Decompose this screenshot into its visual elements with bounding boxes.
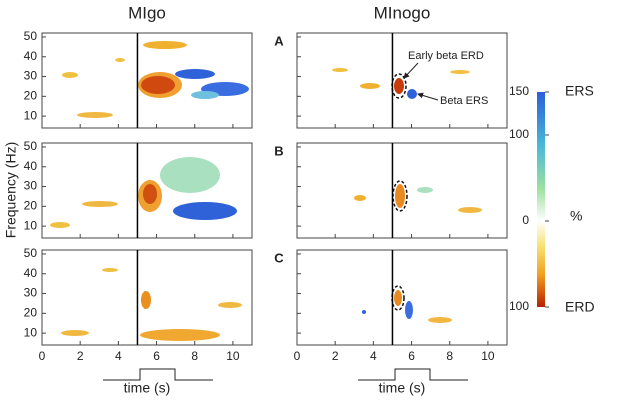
panel-letter: A [274, 33, 284, 48]
activity-blobs [50, 41, 482, 341]
colorbar-label: % [570, 208, 582, 224]
colorbar [537, 92, 545, 307]
panel-frame [41, 142, 253, 239]
colorbar-tick-label: 100 [509, 127, 529, 141]
y-tick-label: 50 [24, 29, 38, 43]
annotation-arrow [403, 62, 419, 79]
x-tick-label: 8 [446, 349, 453, 363]
annotation: Early beta ERD [408, 50, 484, 62]
panel-frame [41, 249, 253, 346]
y-tick-label: 40 [24, 159, 38, 173]
x-tick-label: 2 [77, 349, 84, 363]
y-tick-label: 30 [24, 286, 38, 300]
y-tick-label: 30 [24, 179, 38, 193]
panel-frame [41, 32, 253, 129]
panel-letter: C [274, 250, 284, 265]
y-tick-label: 20 [24, 306, 38, 320]
panel-frame [296, 249, 508, 346]
x-tick-label: 6 [153, 349, 160, 363]
x-tick-label: 0 [294, 349, 301, 363]
y-tick-label: 30 [24, 69, 38, 83]
panel-letter: B [274, 143, 283, 158]
column-title: MIgo [128, 3, 166, 22]
y-tick-label: 20 [24, 199, 38, 213]
x-axis-label: time (s) [379, 380, 426, 396]
y-tick-label: 50 [24, 246, 38, 260]
stimulus-trace [358, 368, 468, 381]
stimulus-trace [103, 368, 213, 381]
annotation-arrow [417, 92, 439, 101]
x-axis-label: time (s) [124, 380, 171, 396]
colorbar-label: ERS [565, 83, 594, 99]
colorbar-tick-label: 150 [509, 84, 529, 98]
x-tick-label: 10 [226, 349, 240, 363]
annotation: Beta ERS [440, 95, 488, 107]
x-tick-label: 0 [39, 349, 46, 363]
x-tick-label: 4 [115, 349, 122, 363]
panel-frame [296, 142, 508, 239]
x-tick-label: 6 [408, 349, 415, 363]
colorbar-tick-label: 0 [522, 213, 529, 227]
colorbar-tick-label: 100 [509, 299, 529, 313]
column-title: MInogo [374, 3, 431, 22]
x-tick-label: 10 [481, 349, 495, 363]
y-tick-label: 10 [24, 108, 38, 122]
y-tick-label: 10 [24, 325, 38, 339]
y-tick-label: 50 [24, 139, 38, 153]
x-tick-label: 2 [332, 349, 339, 363]
x-tick-label: 8 [191, 349, 198, 363]
panel-frame [296, 32, 508, 129]
y-tick-label: 20 [24, 89, 38, 103]
y-tick-label: 40 [24, 49, 38, 63]
x-tick-label: 4 [370, 349, 377, 363]
colorbar-label: ERD [565, 299, 595, 315]
y-tick-label: 10 [24, 218, 38, 232]
y-tick-label: 40 [24, 266, 38, 280]
y-axis-label: Frequency (Hz) [3, 142, 19, 238]
